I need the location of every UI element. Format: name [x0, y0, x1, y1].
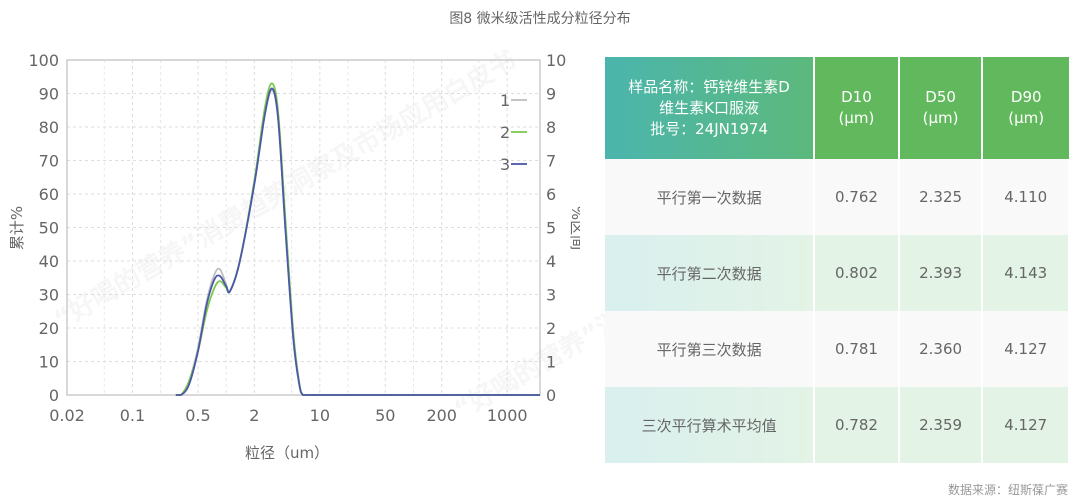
d90-value: 4.127: [982, 387, 1070, 463]
y-tick-label: 70: [39, 152, 59, 171]
x-tick-label: 0.5: [185, 406, 210, 425]
series-line-2: [175, 82, 540, 396]
y2-tick-label: 9: [546, 85, 556, 104]
d90-value: 4.110: [982, 159, 1070, 235]
d50-value: 2.360: [898, 311, 984, 387]
d50-header: D50 (μm): [898, 57, 984, 159]
x-tick-label: 0.02: [49, 406, 85, 425]
table-row: 平行第三次数据 0.781 2.360 4.127: [605, 311, 1070, 387]
particle-size-table: 样品名称：钙锌维生素D 维生素K口服液 批号：24JN1974 D10 (μm) …: [605, 57, 1070, 463]
y2-tick-label: 1: [546, 353, 556, 372]
legend-label-2: 2: [500, 123, 510, 142]
sample-info-header: 样品名称：钙锌维生素D 维生素K口服液 批号：24JN1974: [605, 57, 816, 159]
sample-name: 样品名称：钙锌维生素D: [628, 77, 790, 96]
d10-header: D10 (μm): [814, 57, 900, 159]
y2-tick-label: 0: [546, 386, 556, 405]
y-tick-label: 80: [39, 118, 59, 137]
col-name: D90: [1010, 88, 1042, 106]
table-row: 三次平行算术平均值 0.782 2.359 4.127: [605, 387, 1070, 463]
particle-size-chart: 0 0 10 1 20 2 30 3 40 4 50 5 60 6 70 7 80 8 90 9 100 10 0.02 0.…: [8, 51, 580, 462]
y2-tick-label: 6: [546, 185, 556, 204]
table-row: 平行第二次数据 0.802 2.393 4.143: [605, 235, 1070, 311]
x-axis-label: 粒径（um）: [245, 444, 329, 462]
y-tick-label: 10: [39, 353, 59, 372]
table-row: 平行第一次数据 0.762 2.325 4.110: [605, 159, 1070, 235]
d90-value: 4.143: [982, 235, 1070, 311]
row-label: 平行第二次数据: [605, 235, 816, 311]
sample-name-cont: 维生素K口服液: [659, 98, 759, 117]
col-name: D10: [841, 88, 872, 106]
axes: 0 0 10 1 20 2 30 3 40 4 50 5 60 6 70 7 80 8 90 9 100 10 0.02 0.…: [28, 51, 566, 425]
grid: [67, 60, 540, 395]
y2-tick-label: 4: [546, 252, 556, 271]
y2-axis-label: %区间: [568, 206, 580, 250]
col-unit: (μm): [838, 109, 875, 127]
y2-tick-label: 2: [546, 319, 556, 338]
series-line-1: [175, 89, 540, 396]
y-tick-label: 100: [28, 51, 59, 70]
col-unit: (μm): [1008, 109, 1045, 127]
x-tick-label: 50: [375, 406, 395, 425]
y-axis-label: 累计%: [8, 206, 26, 250]
batch-number: 批号：24JN1974: [650, 119, 769, 138]
x-tick-label: 200: [426, 406, 457, 425]
series-line-3: [175, 87, 540, 396]
y2-tick-label: 7: [546, 152, 556, 171]
col-unit: (μm): [922, 109, 959, 127]
series-lines: [175, 82, 540, 396]
y-tick-label: 20: [39, 319, 59, 338]
y-tick-label: 0: [49, 386, 59, 405]
d50-value: 2.393: [898, 235, 984, 311]
data-source: 数据来源：纽斯葆广赛: [947, 483, 1068, 497]
d10-value: 0.762: [814, 159, 900, 235]
y2-tick-label: 10: [546, 51, 566, 70]
d10-value: 0.802: [814, 235, 900, 311]
row-label: 三次平行算术平均值: [605, 387, 816, 463]
y-tick-label: 60: [39, 185, 59, 204]
d50-value: 2.359: [898, 387, 984, 463]
d10-value: 0.781: [814, 311, 900, 387]
legend-label-3: 3: [500, 155, 510, 174]
x-tick-label: 2: [249, 406, 259, 425]
d50-value: 2.325: [898, 159, 984, 235]
y2-tick-label: 5: [546, 219, 556, 238]
d10-value: 0.782: [814, 387, 900, 463]
row-label: 平行第三次数据: [605, 311, 816, 387]
y-tick-label: 50: [39, 219, 59, 238]
d90-header: D90 (μm): [982, 57, 1069, 159]
x-tick-label: 0.1: [120, 406, 145, 425]
col-name: D50: [925, 88, 956, 106]
legend: 1 2 3: [500, 91, 527, 174]
row-label: 平行第一次数据: [605, 159, 816, 235]
x-tick-label: 1000: [487, 406, 528, 425]
table-header-row: 样品名称：钙锌维生素D 维生素K口服液 批号：24JN1974 D10 (μm) …: [605, 57, 1069, 159]
x-tick-label: 10: [310, 406, 330, 425]
y-tick-label: 30: [39, 286, 59, 305]
y-tick-label: 40: [39, 252, 59, 271]
y2-tick-label: 3: [546, 286, 556, 305]
figure-title: 图8 微米级活性成分粒径分布: [449, 11, 631, 27]
d90-value: 4.127: [982, 311, 1070, 387]
y-tick-label: 90: [39, 85, 59, 104]
legend-label-1: 1: [500, 91, 510, 110]
y2-tick-label: 8: [546, 118, 556, 137]
